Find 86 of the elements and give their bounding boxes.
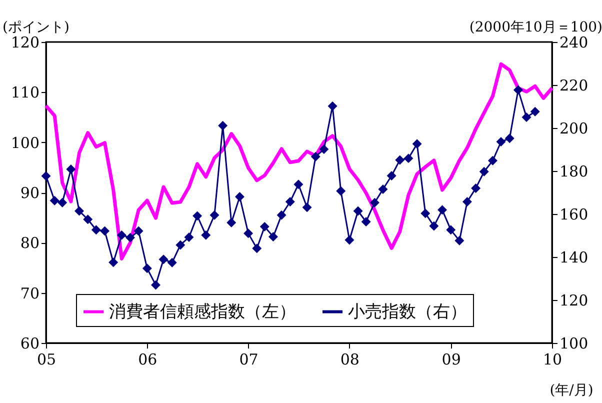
y2-tick-label: 240: [560, 34, 588, 52]
point: [513, 85, 523, 95]
point: [294, 180, 304, 190]
y2-tick-label: 180: [560, 162, 588, 180]
point: [404, 154, 414, 164]
point: [429, 221, 439, 231]
point: [210, 210, 220, 220]
point: [234, 192, 244, 202]
point: [150, 280, 160, 290]
y-tick-label: 120: [10, 34, 40, 52]
point: [184, 232, 194, 242]
point: [91, 225, 101, 235]
point: [361, 216, 371, 226]
point: [319, 144, 329, 154]
point: [370, 198, 380, 208]
x-tick-label: 09: [442, 350, 461, 368]
point: [344, 235, 354, 245]
point: [522, 112, 532, 122]
point: [438, 205, 448, 215]
point: [116, 230, 126, 240]
point: [50, 196, 60, 206]
y2-tick-label: 220: [560, 76, 588, 94]
point: [83, 214, 93, 224]
x-tick-label: 07: [239, 350, 258, 368]
point: [108, 258, 118, 268]
point: [58, 198, 68, 208]
point: [378, 184, 388, 194]
y2-tick-label: 140: [560, 248, 588, 266]
point: [260, 222, 270, 232]
point: [218, 120, 228, 130]
point: [395, 155, 405, 165]
point: [201, 230, 211, 240]
y-tick-label: 60: [20, 334, 40, 352]
point: [412, 139, 422, 149]
y-tick-label: 70: [20, 284, 40, 302]
point: [530, 106, 540, 116]
y-axis-title: (ポイント): [2, 20, 70, 36]
x-tick-label: 06: [138, 350, 158, 368]
point: [134, 226, 144, 236]
y2-tick-label: 200: [560, 120, 588, 138]
point: [176, 240, 186, 250]
x-axis-title: (年/月): [550, 382, 594, 398]
y-tick-label: 80: [20, 234, 40, 252]
y-tick-label: 90: [20, 184, 40, 202]
point: [158, 254, 168, 264]
legend-label: 消費者信頼感指数（左）: [109, 302, 296, 322]
y2-tick-label: 100: [560, 334, 588, 352]
y-tick-label: 100: [10, 134, 40, 152]
point: [74, 206, 84, 216]
point: [479, 166, 489, 176]
x-tick-label: 10: [542, 350, 562, 368]
point: [488, 156, 498, 166]
point: [310, 152, 320, 162]
point: [66, 164, 76, 174]
point: [276, 210, 286, 220]
point: [386, 170, 396, 180]
y2-axis-title: (2000年10月＝100): [469, 20, 602, 36]
point: [252, 244, 262, 254]
y-tick-label: 110: [10, 84, 40, 102]
point: [353, 206, 363, 216]
point: [268, 232, 278, 242]
point: [142, 264, 152, 274]
point: [471, 183, 481, 193]
point: [100, 226, 110, 236]
point: [454, 236, 464, 246]
y2-tick-label: 160: [560, 206, 588, 224]
x-tick-label: 05: [36, 350, 56, 368]
point: [328, 101, 338, 111]
point: [446, 225, 456, 235]
point: [285, 197, 295, 206]
point: [462, 197, 472, 206]
point: [420, 208, 430, 218]
point: [336, 186, 346, 196]
point: [226, 218, 236, 228]
y2-tick-label: 120: [560, 292, 588, 310]
point: [244, 228, 254, 238]
point: [504, 134, 514, 144]
point: [192, 211, 202, 221]
legend-label: 小売指数（右）: [348, 302, 467, 322]
point: [126, 232, 135, 242]
point: [167, 258, 177, 268]
line-series: [44, 62, 554, 260]
x-tick-label: 08: [340, 350, 360, 368]
point: [302, 202, 312, 212]
point: [496, 137, 506, 147]
point: [41, 171, 51, 181]
